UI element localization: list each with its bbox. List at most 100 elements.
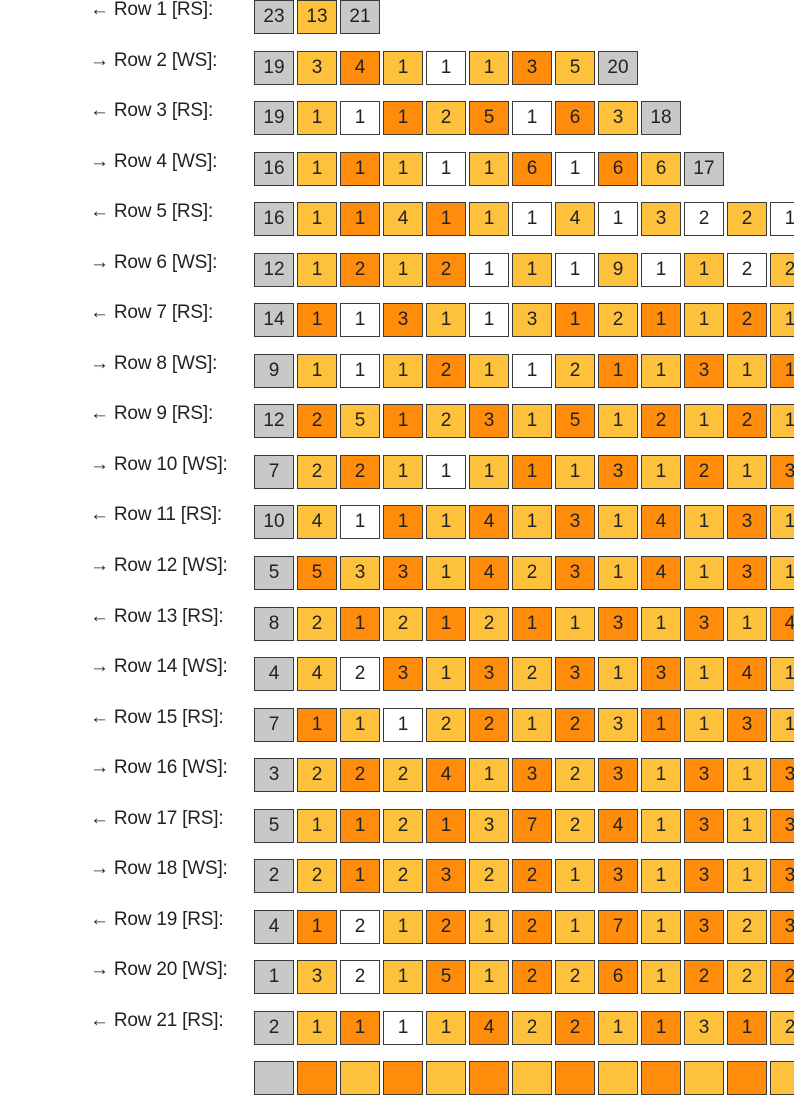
stitch-count-cell: 1 [598, 353, 638, 388]
stitch-count-cell: 1 [770, 505, 794, 540]
stitch-count-cell: 3 [598, 606, 638, 641]
chart-row: ← Row 9 [RS]: 12 2 5 1 2 3 1 5 1 2 1 2 1 [0, 395, 794, 446]
stitch-count-cell: 1 [641, 859, 681, 894]
stitch-count-cell: 1 [340, 101, 380, 136]
stitch-count-cell: 6 [555, 101, 595, 136]
stitch-count-cell: 3 [469, 808, 509, 843]
row-label: → Row 18 [WS]: [90, 858, 228, 880]
stitch-count-cell: 2 [383, 859, 423, 894]
stitch-count-cell: 1 [340, 353, 380, 388]
stitch-count-cell: 2 [512, 1010, 552, 1045]
stitch-count-cell: 1 [684, 505, 724, 540]
stitch-count-cell: 4 [469, 1010, 509, 1045]
stitch-count-cell: 2 [297, 859, 337, 894]
stitch-count-cell: 3 [598, 454, 638, 489]
chart-row: ← Row 13 [RS]: 8 2 1 2 1 2 1 1 3 1 3 1 4 [0, 598, 794, 649]
stitch-count-cell: 16 [254, 202, 294, 237]
stitch-count-cell: 1 [383, 353, 423, 388]
stitch-count-cell: 5 [254, 808, 294, 843]
chart-row: → Row 10 [WS]: 7 2 2 1 1 1 1 1 3 1 2 1 3 [0, 446, 794, 497]
chart-row: ← Row 15 [RS]: 7 1 1 1 2 2 1 2 3 1 1 3 1 [0, 699, 794, 750]
stitch-count-cell: 5 [469, 101, 509, 136]
stitch-count-cell: 2 [297, 454, 337, 489]
stitch-count-cell: 5 [254, 556, 294, 591]
stitch-count-cell: 1 [469, 353, 509, 388]
stitch-count-cell: 1 [297, 808, 337, 843]
stitch-count-cell: 1 [727, 353, 767, 388]
stitch-cells: 12 1 2 1 2 1 1 1 9 1 1 2 2 [254, 252, 794, 287]
stitch-cells: 12 2 5 1 2 3 1 5 1 2 1 2 1 [254, 404, 794, 439]
row-label: → Row 14 [WS]: [90, 656, 228, 678]
stitch-count-cell: 1 [512, 404, 552, 439]
stitch-count-cell: 4 [297, 657, 337, 692]
stitch-count-cell: 1 [512, 353, 552, 388]
stitch-count-cell: 2 [727, 960, 767, 995]
stitch-count-cell: 4 [770, 606, 794, 641]
stitch-count-cell: 1 [340, 1010, 380, 1045]
stitch-count-cell: 1 [469, 151, 509, 186]
stitch-count-cell: 1 [426, 505, 466, 540]
stitch-count-cell: 2 [770, 1010, 794, 1045]
stitch-count-cell: 3 [684, 1010, 724, 1045]
stitch-count-cell: 1 [383, 50, 423, 85]
stitch-count-cell: 19 [254, 50, 294, 85]
stitch-count-cell: 1 [684, 404, 724, 439]
stitch-count-cell: 2 [340, 252, 380, 287]
stitch-count-cell: 1 [254, 960, 294, 995]
stitch-count-cell: 1 [297, 909, 337, 944]
stitch-count-cell: 1 [555, 252, 595, 287]
stitch-count-cell: 3 [598, 101, 638, 136]
stitch-count-cell: 2 [512, 859, 552, 894]
stitch-count-cell: 3 [512, 303, 552, 338]
stitch-count-cell: 1 [641, 252, 681, 287]
stitch-count-cell: 3 [512, 50, 552, 85]
stitch-count-cell: 1 [770, 556, 794, 591]
stitch-count-cell: 2 [770, 252, 794, 287]
stitch-count-cell: 7 [254, 454, 294, 489]
stitch-count-cell: 2 [555, 960, 595, 995]
stitch-count-cell: 2 [340, 657, 380, 692]
stitch-count-cell: 14 [254, 303, 294, 338]
stitch-count-cell: 4 [426, 758, 466, 793]
stitch-count-cell: 1 [383, 252, 423, 287]
stitch-count-cell: 1 [727, 758, 767, 793]
stitch-count-cell [555, 1061, 595, 1096]
stitch-count-cell: 1 [598, 505, 638, 540]
stitch-cells: 19 1 1 1 2 5 1 6 3 18 [254, 101, 684, 136]
stitch-count-cell: 2 [426, 252, 466, 287]
chart-row: → Row 6 [WS]: 12 1 2 1 2 1 1 1 9 1 1 2 2 [0, 244, 794, 295]
stitch-count-cell: 1 [555, 909, 595, 944]
chart-row: ← Row 21 [RS]: 2 1 1 1 1 4 2 2 1 1 3 1 2 [0, 1002, 794, 1053]
stitch-count-cell: 3 [684, 758, 724, 793]
stitch-count-cell: 1 [469, 252, 509, 287]
stitch-count-cell: 1 [512, 707, 552, 742]
stitch-count-cell: 4 [254, 657, 294, 692]
stitch-count-cell: 12 [254, 252, 294, 287]
row-label: ← Row 13 [RS]: [90, 605, 224, 627]
stitch-count-cell: 23 [254, 0, 294, 34]
stitch-count-cell: 2 [684, 202, 724, 237]
row-label: → Row 10 [WS]: [90, 453, 228, 475]
stitch-count-cell: 1 [512, 606, 552, 641]
stitch-count-cell: 1 [641, 606, 681, 641]
stitch-count-cell [727, 1061, 767, 1096]
stitch-count-cell: 2 [684, 454, 724, 489]
stitch-count-cell: 1 [512, 252, 552, 287]
stitch-count-cell: 3 [770, 808, 794, 843]
stitch-count-cell: 1 [641, 454, 681, 489]
stitch-count-cell: 3 [469, 657, 509, 692]
stitch-count-cell: 1 [426, 151, 466, 186]
stitch-count-cell: 12 [254, 404, 294, 439]
stitch-count-cell: 1 [727, 808, 767, 843]
stitch-count-cell: 4 [383, 202, 423, 237]
stitch-count-cell: 1 [297, 101, 337, 136]
stitch-count-cell: 1 [383, 101, 423, 136]
chart-row: → Row 16 [WS]: 3 2 2 2 4 1 3 2 3 1 3 1 3 [0, 749, 794, 800]
stitch-cells: 14 1 1 3 1 1 3 1 2 1 1 2 1 [254, 303, 794, 338]
